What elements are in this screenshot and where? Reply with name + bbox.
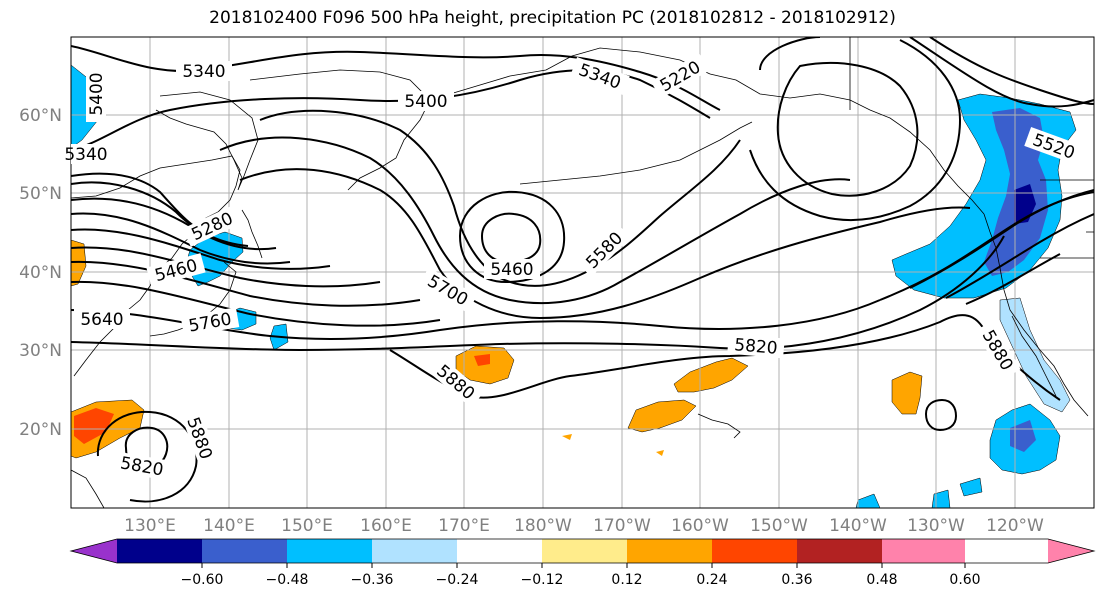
precip-central-core bbox=[474, 354, 490, 366]
lon-label: 140°W bbox=[829, 516, 887, 536]
colorbar-ticks bbox=[201, 563, 966, 568]
contour-label: 5400 bbox=[86, 66, 107, 122]
precip-band-east-2 bbox=[627, 399, 697, 433]
contour-label: 5820 bbox=[112, 451, 172, 481]
coast-kamchatka bbox=[155, 91, 259, 191]
colorbar-segment bbox=[372, 539, 457, 563]
contour-label: 5640 bbox=[74, 309, 130, 330]
precip-bottom-small-1 bbox=[855, 493, 881, 508]
longitude-labels: 130°E 140°E 150°E 160°E 170°E 180°W 170°… bbox=[124, 516, 1044, 536]
svg-text:5460: 5460 bbox=[490, 260, 533, 280]
precip-hawaii-east bbox=[891, 371, 923, 415]
lon-label: 150°W bbox=[750, 516, 808, 536]
svg-text:5640: 5640 bbox=[80, 310, 123, 330]
lat-label: 40°N bbox=[19, 263, 62, 283]
lon-label: 130°E bbox=[124, 516, 176, 536]
colorbar-segment bbox=[542, 539, 627, 563]
precip-bottom-small-3 bbox=[959, 477, 983, 497]
contour-east-2 bbox=[929, 37, 1094, 105]
colorbar-tick-label: 0.12 bbox=[611, 572, 642, 588]
contour-trough-3 bbox=[239, 168, 971, 320]
contour-ridge-ne-2 bbox=[776, 61, 919, 197]
precip-tiny-2 bbox=[656, 450, 664, 456]
contour-east-5 bbox=[945, 213, 1094, 299]
map-title: 2018102400 F096 500 hPa height, precipit… bbox=[209, 8, 896, 28]
colorbar-tick-label: 0.60 bbox=[949, 572, 980, 588]
contour-label: 5820 bbox=[727, 333, 785, 359]
map-frame bbox=[70, 36, 1095, 509]
svg-text:5400: 5400 bbox=[404, 92, 447, 112]
colorbar-segment bbox=[627, 539, 712, 563]
contour-trough-2 bbox=[219, 136, 851, 305]
contour-5520-left bbox=[71, 228, 331, 270]
contour-label: 5460 bbox=[484, 259, 540, 280]
coast-south-asia bbox=[71, 469, 105, 508]
contour-5460-left bbox=[71, 212, 291, 265]
colorbar-tick-label: −0.24 bbox=[436, 572, 479, 588]
svg-text:5820: 5820 bbox=[733, 335, 778, 359]
colorbar-tick-label: 0.24 bbox=[696, 572, 727, 588]
contour-5700-left bbox=[71, 280, 441, 327]
lon-label: 150°E bbox=[281, 516, 333, 536]
precip-tiny-1 bbox=[562, 434, 572, 440]
lon-label: 140°E bbox=[203, 516, 255, 536]
precip-west-edge-positive bbox=[71, 239, 87, 287]
colorbar-extend-right bbox=[1048, 539, 1094, 563]
colorbar-segment bbox=[712, 539, 797, 563]
coast-alaska-west bbox=[429, 47, 711, 101]
coast-baja bbox=[1011, 315, 1057, 397]
colorbar-extend-left bbox=[71, 539, 117, 563]
lon-label: 130°W bbox=[907, 516, 965, 536]
colorbar-segment bbox=[797, 539, 882, 563]
lat-label: 20°N bbox=[19, 420, 62, 440]
svg-text:5340: 5340 bbox=[64, 145, 107, 165]
colorbar-segment bbox=[287, 539, 372, 563]
svg-text:5400: 5400 bbox=[87, 72, 107, 115]
colorbar: −0.60 −0.48 −0.36 −0.24 −0.12 0.12 0.24 … bbox=[69, 538, 1096, 588]
coast-west-america bbox=[983, 213, 1089, 417]
coast-hawaii bbox=[697, 413, 741, 439]
contour-5580-left bbox=[71, 246, 381, 288]
contour-5640-left bbox=[71, 260, 421, 307]
lat-label: 30°N bbox=[19, 341, 62, 361]
colorbar-tick-label: −0.36 bbox=[351, 572, 394, 588]
colorbar-tick-label: −0.60 bbox=[181, 572, 224, 588]
contour-east-1 bbox=[909, 37, 1094, 108]
contour-label: 5340 bbox=[64, 144, 108, 165]
lon-label: 170°E bbox=[438, 516, 490, 536]
lon-label: 160°E bbox=[360, 516, 412, 536]
colorbar-segment bbox=[117, 539, 202, 563]
lat-label: 50°N bbox=[19, 184, 62, 204]
colorbar-segment bbox=[882, 539, 965, 563]
coast-na-interior bbox=[849, 37, 1094, 264]
precip-southeast-core bbox=[1010, 420, 1036, 452]
coast-aleutians bbox=[519, 121, 753, 185]
contour-5340-left bbox=[71, 181, 249, 247]
coast-alaska bbox=[709, 73, 985, 215]
lon-label: 120°W bbox=[986, 516, 1044, 536]
precip-band-east-1 bbox=[673, 357, 749, 393]
contour-east-6 bbox=[965, 253, 1061, 305]
svg-text:5340: 5340 bbox=[182, 62, 225, 82]
contour-hawaii-high bbox=[924, 398, 958, 432]
colorbar-outline bbox=[69, 538, 1096, 564]
lon-label: 180°W bbox=[514, 516, 572, 536]
colorbar-tick-label: −0.48 bbox=[266, 572, 309, 588]
contour-label: 5400 bbox=[398, 91, 454, 112]
colorbar-tick-label: 0.36 bbox=[781, 572, 812, 588]
colorbar-tick-label: −0.12 bbox=[521, 572, 564, 588]
lon-label: 170°W bbox=[593, 516, 651, 536]
latitude-labels: 60°N 50°N 40°N 30°N 20°N bbox=[19, 106, 62, 440]
contour-5820 bbox=[71, 235, 1005, 352]
colorbar-tick-label: 0.48 bbox=[866, 572, 897, 588]
contour-label: 5340 bbox=[176, 61, 232, 82]
lat-label: 60°N bbox=[19, 106, 62, 126]
colorbar-segment bbox=[202, 539, 287, 563]
lon-label: 160°W bbox=[671, 516, 729, 536]
contour-east-4 bbox=[909, 189, 1094, 289]
precip-southwest-core bbox=[74, 408, 114, 444]
colorbar-segment bbox=[965, 539, 1048, 563]
colorbar-segment bbox=[457, 539, 542, 563]
